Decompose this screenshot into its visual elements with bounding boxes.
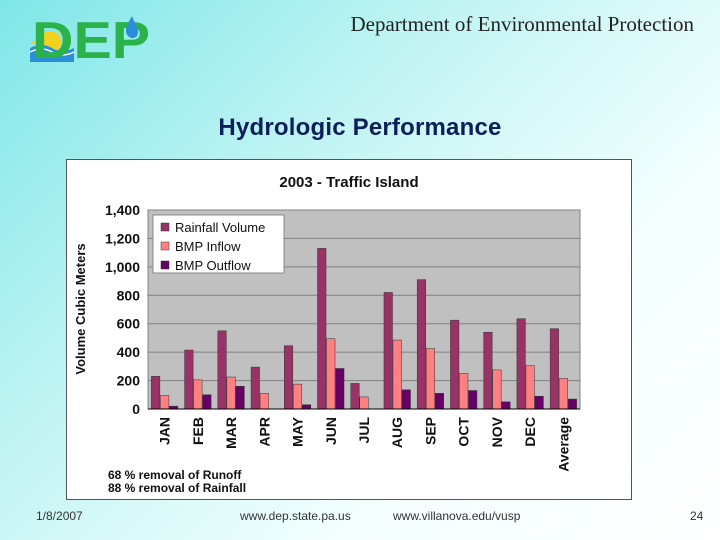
bar-bmp-outflow (401, 389, 411, 410)
bar-rainfall-volume (450, 319, 460, 410)
footer-date: 1/8/2007 (36, 509, 83, 523)
x-tick-label: APR (256, 417, 272, 447)
bar-bmp-inflow (293, 383, 303, 410)
slide-title: Hydrologic Performance (218, 114, 502, 141)
x-tick-label: MAY (290, 416, 306, 446)
bar-bmp-outflow (501, 401, 511, 410)
bar-bmp-outflow (235, 386, 245, 410)
legend-swatch (160, 222, 170, 232)
bar-bmp-inflow (359, 396, 369, 410)
bar-rainfall-volume (151, 376, 161, 410)
x-tick-label: AUG (389, 417, 405, 448)
bar-bmp-outflow (534, 395, 544, 410)
chart-container: 2003 - Traffic Island Volume Cubic Meter… (66, 159, 632, 500)
bar-bmp-inflow (392, 339, 402, 410)
bar-bmp-inflow (259, 393, 269, 410)
chart-notes: 68 % removal of Runoff 88 % removal of R… (108, 469, 246, 495)
bar-bmp-outflow (302, 404, 312, 410)
bar-bmp-inflow (425, 348, 435, 410)
bar-rainfall-volume (483, 331, 493, 410)
bar-bmp-inflow (326, 338, 336, 410)
x-tick-label: MAR (223, 417, 239, 449)
bar-bmp-outflow (468, 390, 478, 410)
legend-swatch (160, 241, 170, 251)
bar-bmp-outflow (335, 368, 345, 410)
bar-bmp-outflow (567, 398, 577, 410)
y-tick-label: 200 (117, 373, 141, 389)
legend-box (152, 214, 285, 274)
water-drop-icon (125, 16, 138, 39)
annotation-rainfall: 88 % removal of Rainfall (108, 481, 247, 495)
x-tick-label: JUN (323, 417, 339, 445)
x-tick-label: FEB (190, 417, 206, 445)
bar-rainfall-volume (184, 349, 194, 410)
y-tick-label: 1,200 (105, 230, 140, 246)
bar-rainfall-volume (317, 248, 327, 410)
x-tick-label: JAN (157, 417, 173, 445)
legend-swatch (160, 260, 170, 270)
bar-bmp-inflow (525, 365, 535, 410)
bar-bmp-inflow (160, 395, 170, 410)
y-tick-label: 600 (117, 316, 141, 332)
bar-bmp-inflow (226, 376, 236, 410)
x-tick-label: DEC (522, 417, 538, 447)
y-tick-label: 1,400 (105, 202, 140, 218)
y-tick-label: 0 (132, 401, 140, 417)
y-tick-label: 1,000 (105, 259, 140, 275)
bar-rainfall-volume (250, 366, 260, 410)
x-tick-label: OCT (456, 417, 472, 447)
bar-bmp-inflow (459, 373, 469, 410)
page-number: 24 (690, 509, 704, 523)
bar-rainfall-volume (217, 330, 227, 410)
bar-bmp-outflow (434, 393, 444, 410)
bar-rainfall-volume (350, 383, 360, 410)
x-tick-label: JUL (356, 417, 372, 444)
bar-rainfall-volume (284, 345, 294, 410)
dep-logo: DEP (29, 12, 150, 68)
x-tick-label: Average (555, 417, 571, 472)
y-tick-label: 400 (117, 344, 141, 360)
footer-url-dep[interactable]: www.dep.state.pa.us (240, 509, 351, 523)
bar-rainfall-volume (549, 328, 559, 410)
annotation-runoff: 68 % removal of Runoff (108, 468, 242, 482)
bar-rainfall-volume (516, 318, 526, 410)
bar-chart: 2003 - Traffic Island Volume Cubic Meter… (73, 174, 581, 472)
legend-label: BMP Outflow (175, 258, 251, 273)
bar-bmp-outflow (202, 394, 212, 410)
organization-title: Department of Environmental Protection (350, 12, 695, 36)
bar-bmp-inflow (558, 378, 568, 410)
legend-label: Rainfall Volume (175, 220, 265, 235)
bar-bmp-inflow (492, 369, 502, 410)
chart-title: 2003 - Traffic Island (279, 174, 418, 191)
bar-rainfall-volume (383, 292, 393, 410)
legend-label: BMP Inflow (175, 239, 241, 254)
x-tick-label: SEP (422, 417, 438, 445)
bar-bmp-inflow (193, 379, 203, 410)
y-tick-label: 800 (117, 287, 141, 303)
footer-url-villanova[interactable]: www.villanova.edu/vusp (393, 509, 521, 523)
y-axis-label: Volume Cubic Meters (73, 243, 88, 374)
x-tick-label: NOV (489, 416, 505, 447)
bar-rainfall-volume (416, 279, 426, 410)
